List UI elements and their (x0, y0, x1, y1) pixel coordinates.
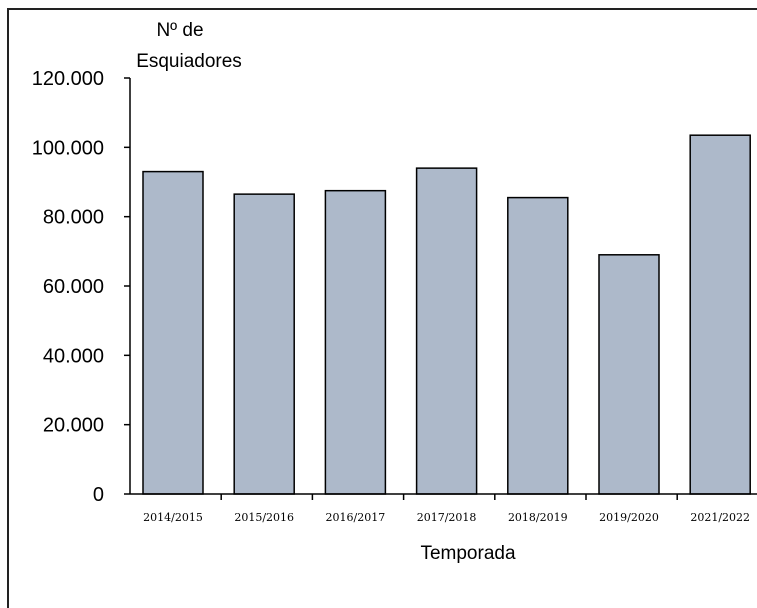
x-category-label: 2017/2018 (417, 511, 477, 524)
x-category-label: 2015/2016 (234, 511, 294, 524)
x-axis-title: Temporada (420, 543, 515, 564)
bar-2017-2018 (415, 167, 478, 495)
y-tick-label: 0 (93, 484, 104, 506)
bar-2018-2019 (507, 196, 569, 495)
y-tick-label: 20.000 (43, 415, 104, 437)
y-ticks-group: 0 20.000 40.000 60.000 80.000 100.000 120.000 (32, 68, 130, 506)
y-tick-label: 80.000 (43, 207, 104, 229)
bar-2021-2022 (689, 134, 751, 495)
bars-group (142, 134, 751, 495)
x-category-label: 2016/2017 (326, 511, 386, 524)
x-category-label: 2021/2022 (690, 511, 750, 524)
chart-frame (7, 8, 757, 608)
y-axis-title-line-2: Esquiadores (136, 51, 242, 72)
y-tick-label: 100.000 (32, 137, 104, 159)
y-tick-label: 40.000 (43, 345, 104, 367)
x-category-label: 2018/2019 (508, 511, 568, 524)
bar-2019-2020 (598, 254, 660, 495)
y-tick-label: 120.000 (32, 68, 104, 90)
y-tick-label: 60.000 (43, 276, 104, 298)
bar-2016-2017 (324, 189, 387, 495)
bar-2015-2016 (233, 193, 295, 495)
bar-2014-2015 (142, 170, 204, 495)
x-ticks-group: 2014/2015 2015/2016 2016/2017 2017/2018 2018… (143, 494, 750, 524)
y-axis-title-line-1: Nº de (156, 20, 203, 41)
x-category-label: 2014/2015 (143, 511, 203, 524)
x-category-label: 2019/2020 (599, 511, 659, 524)
